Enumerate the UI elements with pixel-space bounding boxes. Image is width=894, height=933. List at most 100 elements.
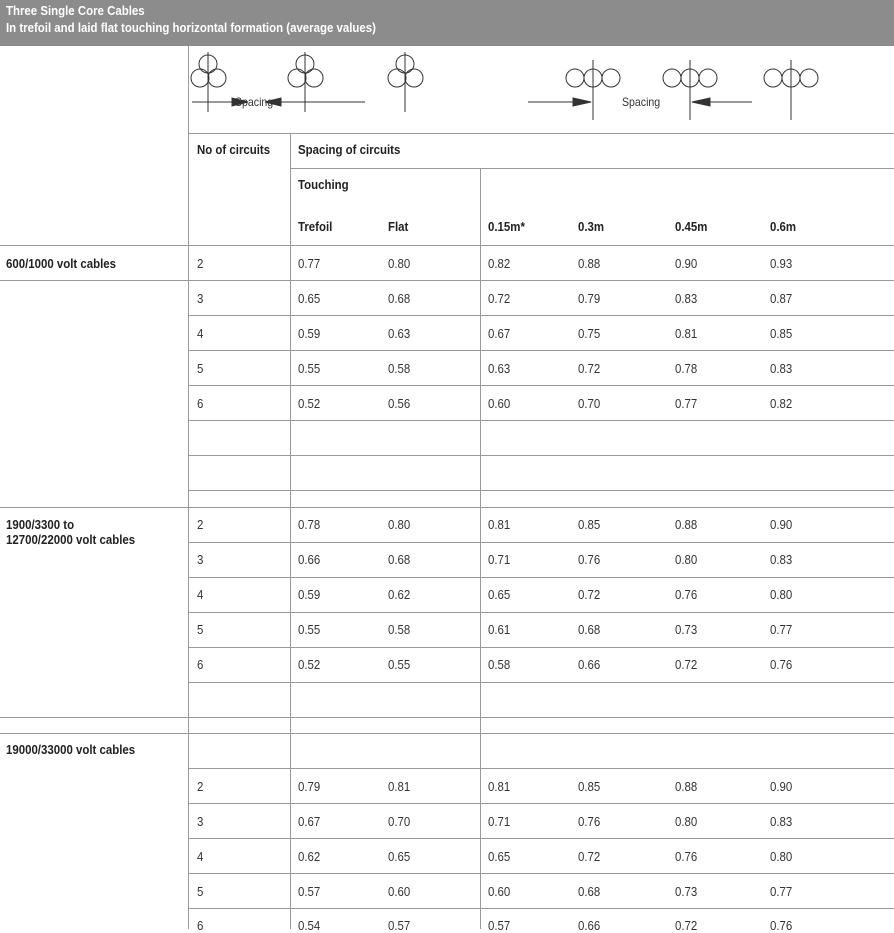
row-value: 0.67 [488, 326, 511, 341]
grid-hline [188, 612, 894, 613]
grid-hline [0, 280, 894, 281]
grid-hline [0, 245, 894, 246]
cable-formation-diagram [190, 52, 819, 120]
trefoil-group-2 [287, 52, 324, 112]
grid-vline [188, 46, 189, 929]
row-value: 0.68 [578, 884, 601, 899]
grid-hline [188, 455, 894, 456]
row-value: 0.77 [770, 884, 793, 899]
group-label-2: 19000/33000 volt cables [6, 742, 136, 757]
row-value: 0.55 [298, 361, 321, 376]
row-value: 0.82 [488, 256, 511, 271]
row-circuits: 4 [197, 849, 204, 864]
row-circuits: 6 [197, 396, 204, 411]
trefoil-group-1 [190, 52, 227, 112]
row-value: 0.75 [578, 326, 601, 341]
row-circuits: 3 [197, 552, 204, 567]
row-value: 0.66 [298, 552, 321, 567]
row-value: 0.72 [675, 657, 698, 672]
row-value: 0.76 [578, 814, 601, 829]
row-circuits: 5 [197, 884, 204, 899]
row-value: 0.62 [298, 849, 321, 864]
grid-hline [188, 682, 894, 683]
grid-vline [290, 133, 291, 929]
row-value: 0.73 [675, 622, 698, 637]
col-header-touching: Touching [298, 177, 349, 192]
grid-hline [0, 507, 894, 508]
row-value: 0.78 [675, 361, 698, 376]
row-circuits: 6 [197, 918, 204, 933]
row-circuits: 5 [197, 361, 204, 376]
row-value: 0.65 [488, 587, 511, 602]
row-value: 0.71 [488, 814, 511, 829]
flat-group-3 [763, 60, 819, 120]
row-value: 0.56 [388, 396, 411, 411]
row-value: 0.77 [770, 622, 793, 637]
row-value: 0.83 [675, 291, 698, 306]
flat-group-1 [565, 60, 621, 120]
row-value: 0.76 [675, 587, 698, 602]
grid-hline [188, 490, 894, 491]
row-value: 0.77 [298, 256, 321, 271]
spacing-label-right: Spacing [622, 95, 661, 109]
row-circuits: 2 [197, 517, 204, 532]
row-value: 0.79 [578, 291, 601, 306]
row-value: 0.85 [578, 779, 601, 794]
row-circuits: 3 [197, 291, 204, 306]
row-value: 0.72 [488, 291, 511, 306]
row-value: 0.77 [675, 396, 698, 411]
table-header-bar: Three Single Core Cables In trefoil and … [0, 0, 894, 46]
grid-hline [188, 647, 894, 648]
row-value: 0.60 [488, 396, 511, 411]
row-value: 0.57 [388, 918, 411, 933]
sub-header-3: 0.3m [578, 219, 605, 234]
row-value: 0.72 [578, 587, 601, 602]
row-value: 0.72 [578, 361, 601, 376]
row-value: 0.87 [770, 291, 793, 306]
row-value: 0.80 [770, 587, 793, 602]
row-value: 0.72 [578, 849, 601, 864]
grid-hline [188, 908, 894, 909]
row-value: 0.58 [488, 657, 511, 672]
grid-hline [188, 420, 894, 421]
row-value: 0.59 [298, 326, 321, 341]
row-value: 0.88 [675, 779, 698, 794]
row-circuits: 2 [197, 256, 204, 271]
grid-hline [0, 717, 894, 718]
row-value: 0.88 [675, 517, 698, 532]
row-value: 0.76 [578, 552, 601, 567]
row-value: 0.58 [388, 361, 411, 376]
row-value: 0.82 [770, 396, 793, 411]
row-circuits: 2 [197, 779, 204, 794]
spacing-label-left: Spacing [235, 95, 274, 109]
row-value: 0.81 [388, 779, 411, 794]
row-value: 0.85 [578, 517, 601, 532]
row-value: 0.60 [388, 884, 411, 899]
row-circuits: 4 [197, 587, 204, 602]
grid-vline [480, 168, 481, 929]
grid-vline [188, 46, 189, 133]
col-header-no-of-circuits: No of circuits [197, 142, 271, 157]
row-value: 0.58 [388, 622, 411, 637]
row-value: 0.81 [488, 517, 511, 532]
group-label-1: 1900/3300 to 12700/22000 volt cables [6, 517, 136, 547]
row-value: 0.52 [298, 657, 321, 672]
grid-hline [188, 838, 894, 839]
row-value: 0.65 [488, 849, 511, 864]
table-subtitle: In trefoil and laid flat touching horizo… [6, 20, 376, 35]
row-value: 0.63 [388, 326, 411, 341]
grid-hline [188, 315, 894, 316]
row-value: 0.81 [488, 779, 511, 794]
row-value: 0.68 [388, 552, 411, 567]
row-value: 0.68 [578, 622, 601, 637]
row-circuits: 5 [197, 622, 204, 637]
grid-hline [188, 385, 894, 386]
sub-header-1: Flat [388, 219, 409, 234]
grid-hline [188, 873, 894, 874]
row-value: 0.61 [488, 622, 511, 637]
row-value: 0.90 [770, 517, 793, 532]
row-value: 0.67 [298, 814, 321, 829]
row-value: 0.62 [388, 587, 411, 602]
row-value: 0.83 [770, 814, 793, 829]
flat-group-2 [662, 60, 718, 120]
